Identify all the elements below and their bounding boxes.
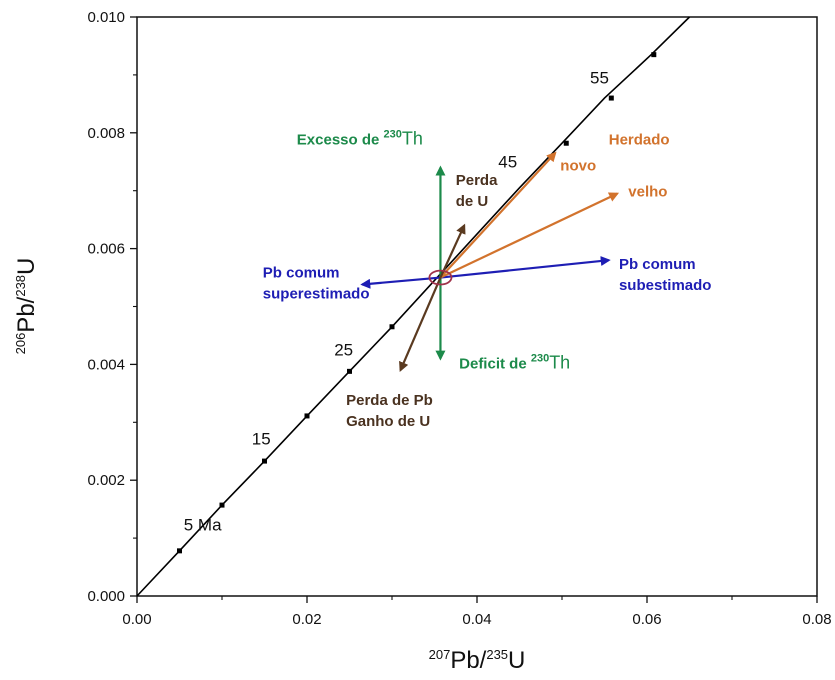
vector-annotation: Pb comum superestimado — [263, 265, 370, 303]
concordia-age-labels: 5 Ma 15 25 45 55 — [184, 69, 609, 535]
y-tick-label: 0.006 — [87, 241, 125, 258]
vector-annotation: velho — [628, 183, 667, 200]
vector-annotation: Pb comum subestimado — [619, 256, 712, 294]
concordia-curve — [136, 16, 691, 597]
age-label: 55 — [590, 69, 609, 88]
y-tick-label: 0.004 — [87, 356, 125, 373]
age-label: 45 — [498, 153, 517, 172]
y-tick-label: 0.008 — [87, 125, 125, 142]
vector-annotation: Perda de Pb Ganho de U — [346, 392, 433, 430]
vector-annotation: Herdado — [609, 131, 670, 148]
discordance-arrow — [399, 277, 442, 373]
x-tick-label: 0.06 — [632, 611, 661, 628]
error-ellipse — [428, 269, 453, 286]
vector-annotation: Perda de U — [456, 172, 498, 210]
x-tick-label: 0.00 — [122, 611, 151, 628]
age-label: 25 — [334, 341, 353, 360]
discordance-arrow — [439, 192, 620, 279]
y-tick-label: 0.000 — [87, 588, 125, 605]
x-axis-ticks: 0.00 0.02 0.04 0.06 0.08 — [122, 596, 832, 628]
concordia-age-ticks — [177, 52, 657, 554]
discordance-arrow — [360, 276, 441, 289]
age-tick-mark — [262, 458, 267, 464]
age-tick-mark — [304, 413, 310, 419]
vector-annotation: novo — [560, 157, 596, 174]
age-tick-mark — [563, 140, 569, 146]
age-tick-mark — [608, 95, 614, 101]
age-label: 5 Ma — [184, 516, 222, 535]
age-tick-mark — [177, 548, 182, 554]
y-tick-label: 0.002 — [87, 472, 125, 489]
vector-annotations: Excesso de 230Th Deficit de 230Th Pb comum… — [263, 128, 712, 430]
y-axis-title: 206Pb/238U — [13, 258, 40, 355]
x-axis-title: 207Pb/235U — [429, 647, 526, 674]
x-tick-label: 0.08 — [802, 611, 831, 628]
plot-frame — [136, 16, 818, 597]
y-tick-label: 0.010 — [87, 9, 125, 26]
x-tick-label: 0.04 — [462, 611, 491, 628]
vector-annotation: Excesso de 230Th — [297, 128, 423, 148]
age-tick-mark — [389, 324, 395, 330]
vector-annotation: Deficit de 230Th — [459, 352, 570, 372]
discordance-arrow — [439, 223, 466, 279]
discordance-arrow — [439, 151, 557, 279]
discordance-arrow — [440, 256, 611, 279]
age-tick-mark — [651, 52, 657, 58]
x-tick-label: 0.02 — [292, 611, 321, 628]
discordance-vectors — [360, 151, 620, 373]
age-label: 15 — [252, 429, 271, 448]
y-axis-ticks: 0.000 0.002 0.004 0.006 0.008 0.010 — [87, 9, 137, 605]
age-tick-mark — [219, 502, 225, 508]
age-tick-mark — [347, 368, 352, 374]
